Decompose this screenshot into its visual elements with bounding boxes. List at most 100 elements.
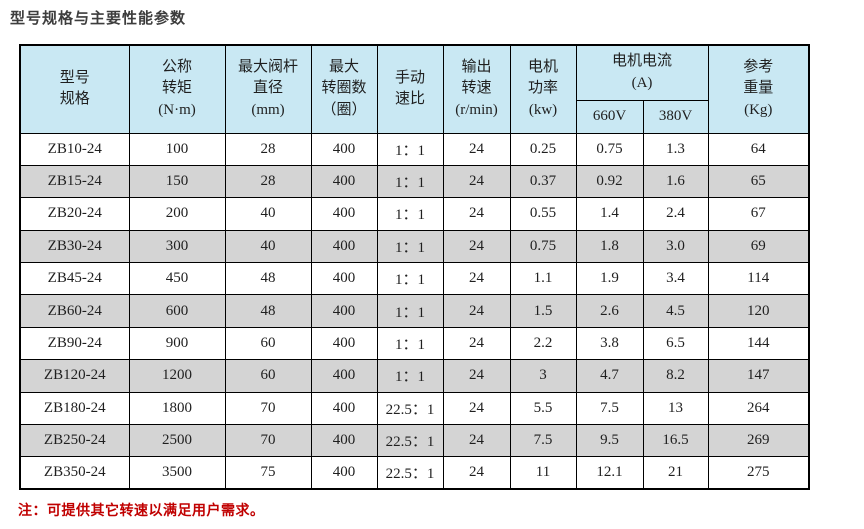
table-cell: 0.92: [575, 164, 644, 199]
table-cell: 400: [310, 262, 378, 296]
table-cell: 144: [707, 326, 810, 361]
table-cell: 1：1: [376, 326, 444, 361]
table-cell: 600: [128, 294, 226, 328]
table-cell: 400: [310, 424, 378, 458]
table-cell: 13: [642, 391, 709, 426]
table-cell: 24: [442, 132, 511, 166]
table-row: ZB180-24 1800 70 400 22.5：1 24 5.5 7.5 13 264: [19, 391, 810, 426]
table-cell: 269: [707, 424, 810, 458]
table-cell: 400: [310, 132, 378, 166]
table-cell: 1.5: [509, 294, 577, 328]
col-header-380v: 380V: [642, 99, 709, 134]
table-cell: 0.75: [509, 229, 577, 264]
table-cell: ZB45-24: [19, 262, 130, 296]
table-cell: 300: [128, 229, 226, 264]
table-row: ZB60-24 600 48 400 1：1 24 1.5 2.6 4.5 120: [19, 294, 810, 328]
table-cell: 1：1: [376, 132, 444, 166]
table-cell: 24: [442, 424, 511, 458]
table-cell: 12.1: [575, 456, 644, 490]
table-row: ZB120-24 1200 60 400 1：1 24 3 4.7 8.2 147: [19, 359, 810, 393]
table-cell: 5.5: [509, 391, 577, 426]
table-cell: ZB15-24: [19, 164, 130, 199]
table-cell: 1：1: [376, 229, 444, 264]
table-cell: 450: [128, 262, 226, 296]
footnote: 注：可提供其它转速以满足用户需求。: [18, 504, 265, 519]
table-cell: 8.2: [642, 359, 709, 393]
table-cell: 7.5: [575, 391, 644, 426]
table-cell: 69: [707, 229, 810, 264]
table-cell: 2.4: [642, 197, 709, 231]
table-cell: 1.8: [575, 229, 644, 264]
table-cell: 22.5：1: [376, 456, 444, 490]
table-cell: 1.4: [575, 197, 644, 231]
table-cell: 24: [442, 391, 511, 426]
table-cell: 48: [224, 262, 312, 296]
table-cell: 120: [707, 294, 810, 328]
table-cell: 22.5：1: [376, 391, 444, 426]
table-cell: 7.5: [509, 424, 577, 458]
table-cell: 2500: [128, 424, 226, 458]
table-cell: 3500: [128, 456, 226, 490]
table-cell: ZB60-24: [19, 294, 130, 328]
table-cell: 28: [224, 164, 312, 199]
col-header-660v: 660V: [575, 99, 644, 134]
table-cell: ZB120-24: [19, 359, 130, 393]
table-cell: 48: [224, 294, 312, 328]
table-row: ZB20-24 200 40 400 1：1 24 0.55 1.4 2.4 67: [19, 197, 810, 231]
col-header-torque: 公称 转矩 (N·m): [128, 44, 226, 134]
table-cell: 100: [128, 132, 226, 166]
table-cell: 28: [224, 132, 312, 166]
table-cell: 67: [707, 197, 810, 231]
table-cell: 64: [707, 132, 810, 166]
table-cell: 4.7: [575, 359, 644, 393]
table-cell: 0.37: [509, 164, 577, 199]
table-cell: 400: [310, 229, 378, 264]
table-row: ZB350-24 3500 75 400 22.5：1 24 11 12.1 21 275: [19, 456, 810, 490]
table-cell: 275: [707, 456, 810, 490]
table-cell: 1：1: [376, 359, 444, 393]
table-cell: 2.2: [509, 326, 577, 361]
table-cell: 24: [442, 164, 511, 199]
table-cell: ZB180-24: [19, 391, 130, 426]
table-row: ZB45-24 450 48 400 1：1 24 1.1 1.9 3.4 114: [19, 262, 810, 296]
table-cell: 400: [310, 456, 378, 490]
table-cell: 900: [128, 326, 226, 361]
table-cell: 16.5: [642, 424, 709, 458]
table-cell: 1.3: [642, 132, 709, 166]
col-header-max-turns: 最大 转圈数 （圈）: [310, 44, 378, 134]
table-cell: 24: [442, 456, 511, 490]
table-cell: 1：1: [376, 262, 444, 296]
table-cell: 200: [128, 197, 226, 231]
table-cell: 400: [310, 294, 378, 328]
table-row: ZB250-24 2500 70 400 22.5：1 24 7.5 9.5 16.5 269: [19, 424, 810, 458]
table-cell: 114: [707, 262, 810, 296]
table-cell: 75: [224, 456, 312, 490]
table-cell: 24: [442, 326, 511, 361]
table-cell: 70: [224, 424, 312, 458]
table-cell: 40: [224, 229, 312, 264]
table-cell: 400: [310, 164, 378, 199]
table-cell: 4.5: [642, 294, 709, 328]
table-cell: ZB20-24: [19, 197, 130, 231]
table-cell: 264: [707, 391, 810, 426]
table-cell: 3.4: [642, 262, 709, 296]
table-cell: 400: [310, 197, 378, 231]
table-cell: 1800: [128, 391, 226, 426]
table-row: ZB30-24 300 40 400 1：1 24 0.75 1.8 3.0 69: [19, 229, 810, 264]
table-cell: 70: [224, 391, 312, 426]
table-cell: 22.5：1: [376, 424, 444, 458]
table-row: ZB10-24 100 28 400 1：1 24 0.25 0.75 1.3 64: [19, 132, 810, 166]
table-cell: 0.75: [575, 132, 644, 166]
table-cell: 1：1: [376, 294, 444, 328]
page-title: 型号规格与主要性能参数: [10, 10, 187, 27]
col-header-stem-diameter: 最大阀杆 直径 (mm): [224, 44, 312, 134]
table-cell: ZB10-24: [19, 132, 130, 166]
table-cell: ZB90-24: [19, 326, 130, 361]
table-cell: ZB30-24: [19, 229, 130, 264]
col-header-output-speed: 输出 转速 (r/min): [442, 44, 511, 134]
table-cell: 3: [509, 359, 577, 393]
table-cell: ZB350-24: [19, 456, 130, 490]
table-cell: 24: [442, 359, 511, 393]
table-cell: 400: [310, 326, 378, 361]
